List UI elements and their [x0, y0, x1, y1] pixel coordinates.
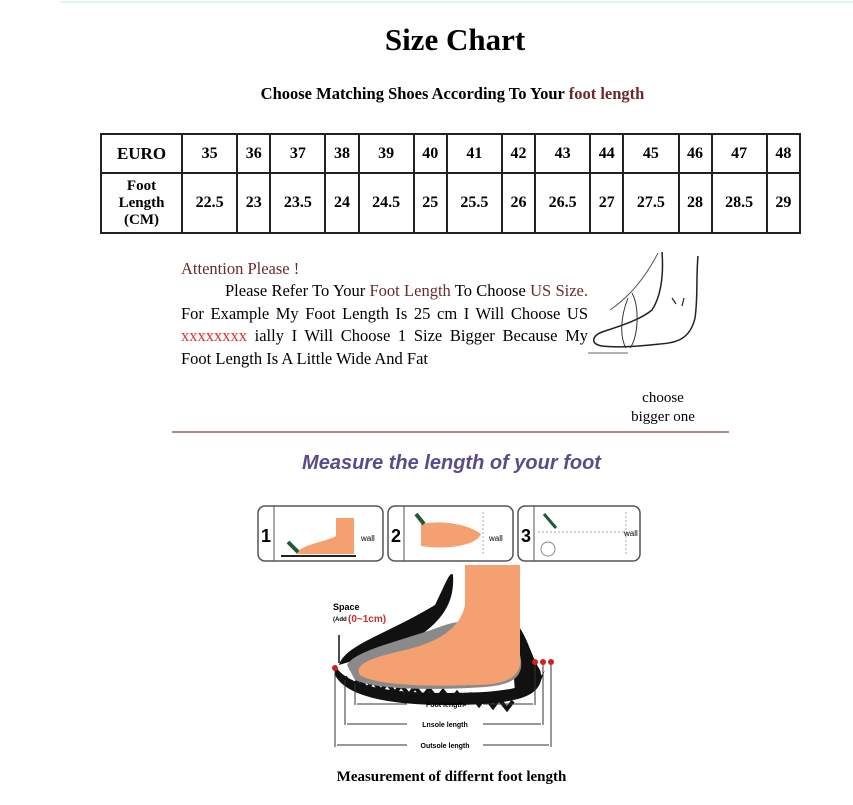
step-number: 1 — [261, 526, 271, 546]
foot-length-cell: 24 — [324, 172, 360, 234]
header-line: Length — [118, 194, 165, 211]
euro-size-cell: 39 — [357, 133, 415, 174]
header-line: Foot — [126, 177, 157, 194]
foot-length-cell: 23.5 — [269, 172, 327, 234]
euro-size-cell: 42 — [500, 133, 537, 174]
euro-size-cell: 43 — [534, 133, 592, 174]
header-line: (CM) — [124, 211, 159, 228]
note-line: bigger one — [631, 409, 695, 425]
note-line: choose — [642, 390, 684, 406]
length-markers — [332, 659, 554, 671]
top-border-line — [60, 1, 853, 3]
foot-length-cell: 26.5 — [534, 172, 592, 234]
foot-length-cell: 26 — [500, 172, 537, 234]
euro-size-cell: 47 — [710, 133, 768, 174]
euro-size-cell: 35 — [180, 133, 239, 174]
foot-length-cell: 22.5 — [180, 172, 239, 234]
choose-bigger-note: choose bigger one — [612, 389, 714, 427]
euro-size-cell: 40 — [412, 133, 448, 174]
foot-length-header: Foot Length (CM) — [100, 172, 183, 234]
step-wall-label: wall — [360, 534, 375, 543]
text: For Example My Foot Length Is 25 cm I Wi… — [181, 303, 588, 323]
foot-length-row: Foot Length (CM) 22.5 23 23.5 24 24.5 25 25.5 26 2… — [100, 172, 802, 234]
subtitle-text: Choose Matching Shoes According To Your — [260, 84, 569, 103]
euro-size-cell: 44 — [589, 133, 625, 174]
attention-note: Attention Please ! Please Refer To Your … — [181, 258, 588, 370]
measure-steps: 1 wall 2 wall 3 wall — [257, 505, 641, 562]
euro-size-cell: 48 — [765, 133, 802, 174]
foot-length-cell: 29 — [765, 172, 802, 234]
foot-length-cell: 27 — [589, 172, 625, 234]
foot-length-cell: 25.5 — [445, 172, 503, 234]
euro-size-cell: 37 — [269, 133, 327, 174]
euro-size-cell: 38 — [324, 133, 360, 174]
add-label: (Add — [333, 617, 347, 623]
diagram-caption: Measurement of differnt foot length — [336, 769, 567, 785]
foot-length-label: Foot length — [426, 702, 464, 709]
section-divider — [172, 431, 729, 433]
text: Please Refer To Your — [225, 281, 370, 301]
step-3-panel: 3 wall — [517, 505, 641, 562]
redacted-text: xxxxxxxx — [181, 326, 247, 346]
step-wall-label: wall — [623, 529, 638, 538]
foot-sketch-illustration — [588, 251, 699, 354]
euro-header: EURO — [100, 133, 183, 174]
foot-length-cell: 27.5 — [622, 172, 680, 234]
size-table: EURO 35 36 37 38 39 40 41 42 43 44 45 46 47 48 Foot Le… — [100, 133, 802, 234]
outsole-length-label: Outsole length — [421, 743, 470, 750]
euro-row: EURO 35 36 37 38 39 40 41 42 43 44 45 46 47 48 — [100, 133, 802, 174]
foot-length-cell: 24.5 — [357, 172, 415, 234]
foot-length-cell: 28 — [677, 172, 713, 234]
euro-size-cell: 41 — [445, 133, 503, 174]
measure-heading: Measure the length of your foot — [302, 452, 601, 474]
space-label: Space — [333, 602, 360, 612]
euro-size-cell: 36 — [236, 133, 272, 174]
text: To Choose — [450, 281, 531, 301]
text: ially I Will Choose 1 Size Bigger Becaus… — [181, 326, 588, 368]
step-number: 2 — [391, 526, 401, 546]
foot-length-cell: 28.5 — [710, 172, 768, 234]
euro-size-cell: 46 — [677, 133, 713, 174]
highlight-us-size: US Size. — [530, 281, 588, 301]
step-wall-label: wall — [488, 534, 503, 543]
attention-heading: Attention Please ! — [181, 259, 300, 278]
add-value: (0~1cm) — [348, 614, 386, 625]
subtitle: Choose Matching Shoes According To Your … — [0, 84, 853, 104]
step-number: 3 — [521, 526, 531, 546]
insole-length-label: Lnsole length — [422, 722, 468, 729]
attention-body: Please Refer To Your Foot Length To Choo… — [181, 280, 588, 370]
page-title: Size Chart — [384, 22, 526, 57]
foot-length-cell: 25 — [412, 172, 448, 234]
shoe-length-diagram: Space (Add (0~1cm) Foot length Lnsole le… — [332, 565, 554, 750]
highlight-foot-length: Foot Length — [369, 281, 451, 301]
euro-size-cell: 45 — [622, 133, 680, 174]
step-2-panel: 2 wall — [387, 505, 514, 562]
step-1-panel: 1 wall — [257, 505, 384, 562]
foot-length-cell: 23 — [236, 172, 272, 234]
subtitle-highlight: foot length — [568, 84, 645, 103]
